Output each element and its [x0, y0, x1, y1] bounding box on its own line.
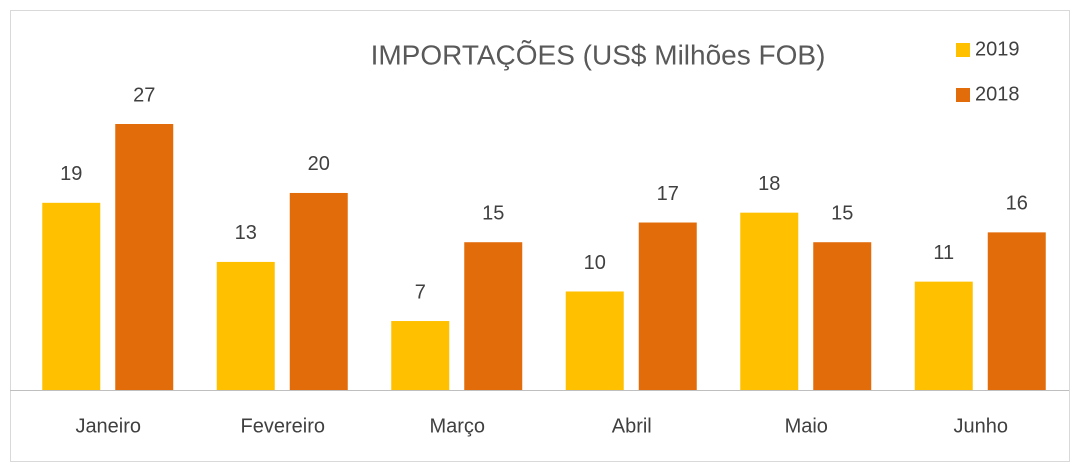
bar — [740, 212, 799, 390]
data-label: 10 — [584, 252, 606, 274]
data-label: 19 — [60, 163, 82, 185]
bar — [391, 321, 450, 390]
bar — [914, 281, 973, 390]
bar — [987, 232, 1046, 390]
data-label: 7 — [415, 281, 426, 303]
legend-swatch — [956, 43, 970, 57]
bar — [289, 192, 348, 390]
data-label: 13 — [235, 222, 257, 244]
data-label: 11 — [933, 242, 954, 264]
bar — [216, 261, 275, 390]
data-label: 17 — [657, 183, 679, 205]
legend-label: 2018 — [975, 83, 1020, 105]
x-tick-label: Março — [429, 415, 485, 437]
data-label: 20 — [308, 153, 330, 175]
bar — [638, 222, 697, 390]
chart-frame — [10, 10, 1070, 462]
legend-label: 2019 — [975, 38, 1020, 60]
x-tick-label: Maio — [785, 415, 828, 437]
bar — [813, 242, 872, 390]
data-label: 18 — [758, 173, 780, 195]
x-tick-label: Janeiro — [75, 415, 141, 437]
data-label: 15 — [482, 203, 504, 225]
data-label: 16 — [1006, 193, 1028, 215]
chart-title: IMPORTAÇÕES (US$ Milhões FOB) — [371, 39, 826, 70]
bar — [115, 124, 174, 390]
bar — [464, 242, 523, 390]
legend-swatch — [956, 88, 970, 102]
x-tick-label: Junho — [954, 415, 1009, 437]
x-tick-label: Fevereiro — [241, 415, 325, 437]
bar — [42, 202, 101, 390]
x-tick-label: Abril — [612, 415, 652, 437]
bar — [565, 291, 624, 390]
data-label: 15 — [831, 203, 853, 225]
data-label: 27 — [133, 84, 155, 106]
